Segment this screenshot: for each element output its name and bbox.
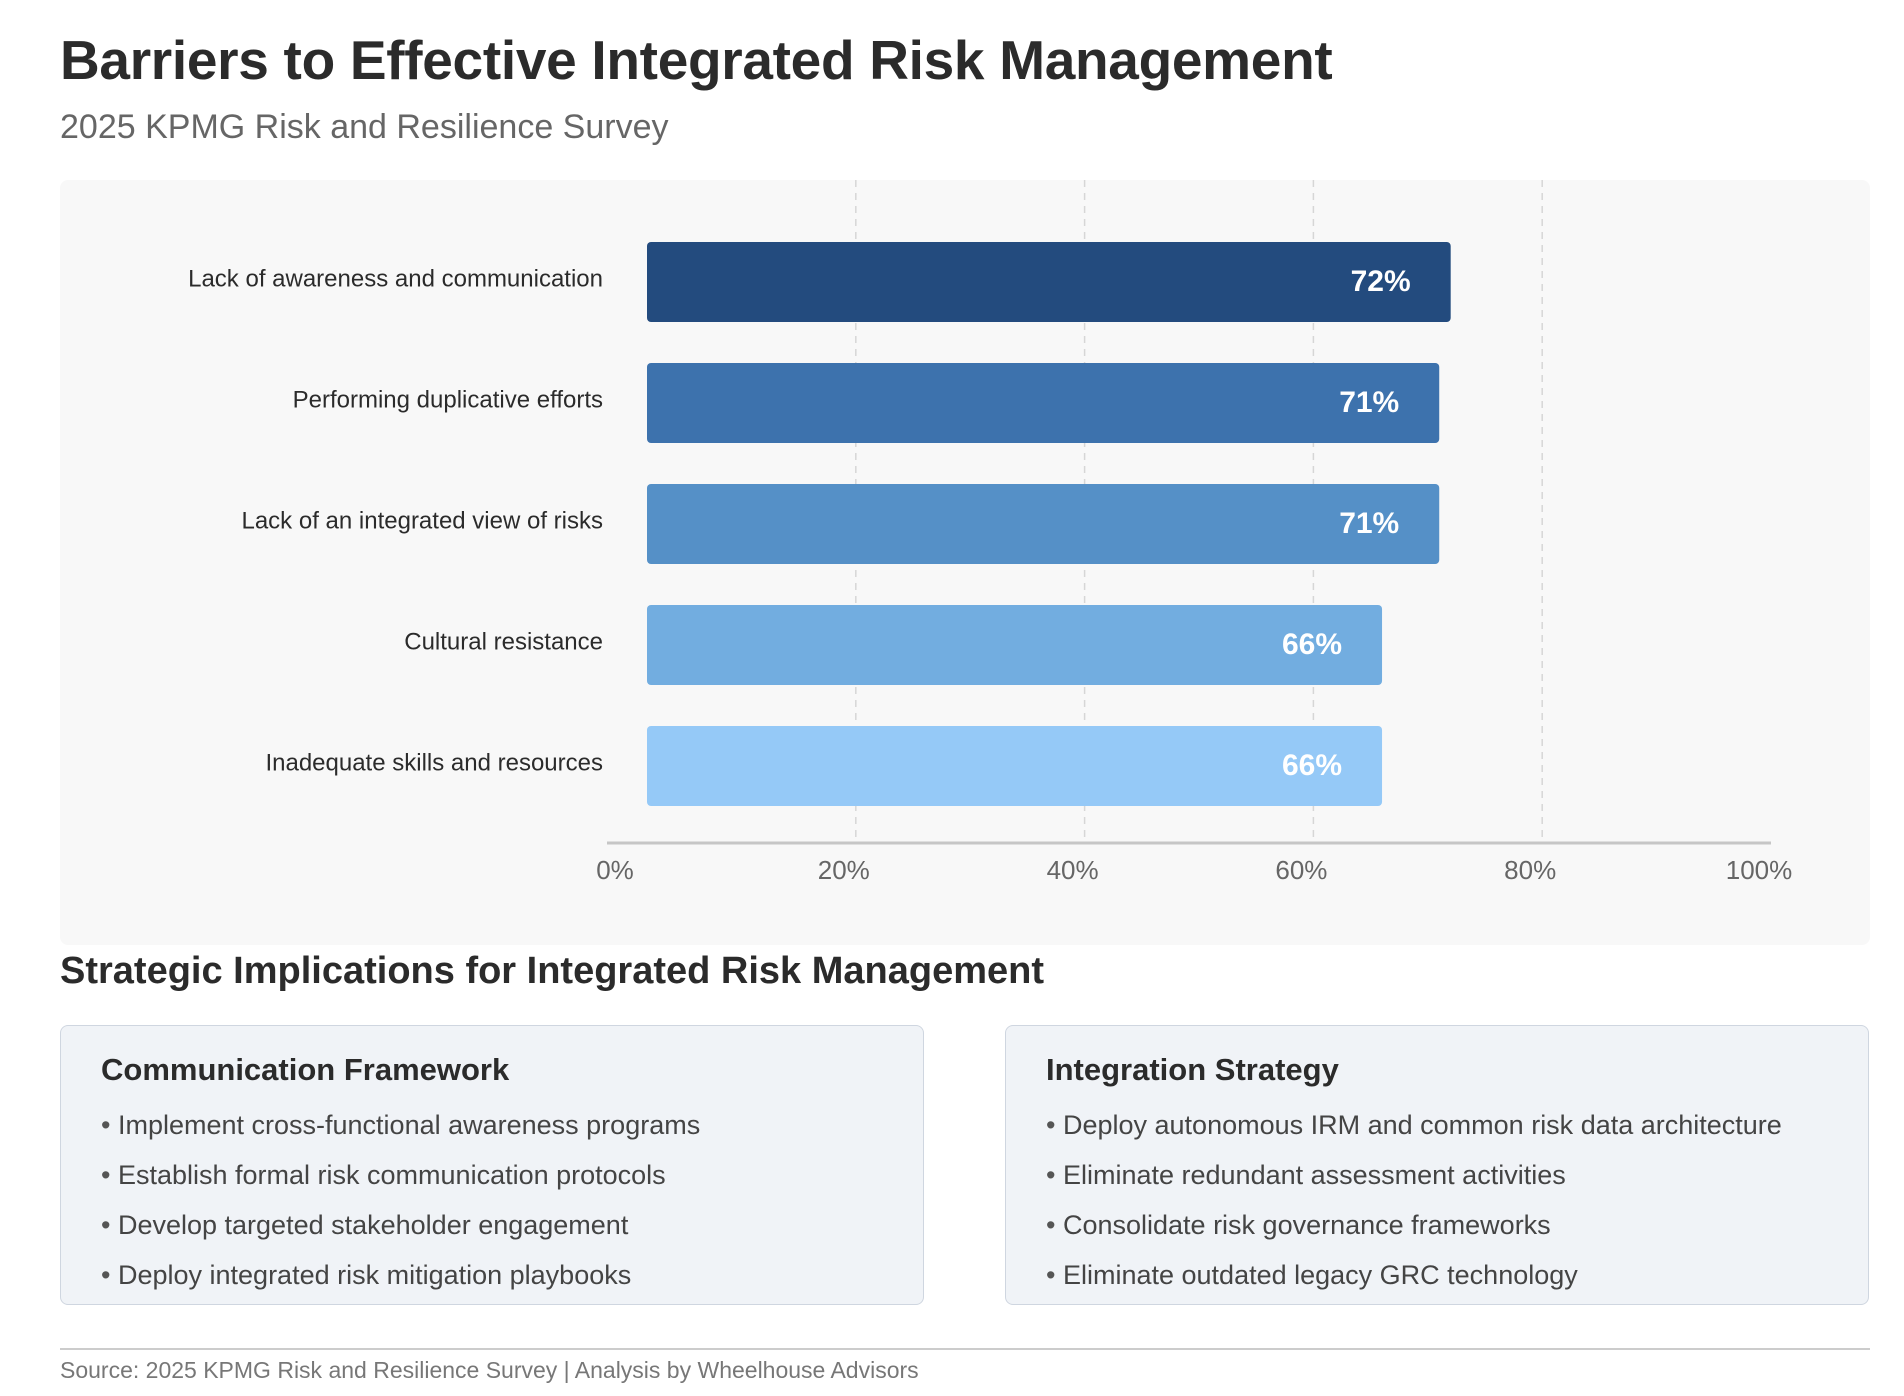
bar xyxy=(647,726,1383,806)
bar xyxy=(647,363,1440,443)
category-label: Cultural resistance xyxy=(404,628,603,655)
chart-panel: Lack of awareness and communication 72% Pe… xyxy=(60,180,1870,945)
category-label: Performing duplicative efforts xyxy=(293,386,603,413)
source-note: Source: 2025 KPMG Risk and Resilience Su… xyxy=(60,1357,919,1383)
page-subtitle: 2025 KPMG Risk and Resilience Survey xyxy=(60,108,669,146)
barriers-bar-chart: Lack of awareness and communication 72% Pe… xyxy=(188,180,1793,885)
data-label: 66% xyxy=(1282,749,1342,782)
data-label: 71% xyxy=(1339,507,1399,540)
list-item: Develop targeted stakeholder engagement xyxy=(101,1200,883,1250)
card-list: Deploy autonomous IRM and common risk da… xyxy=(1046,1100,1828,1300)
list-item: Eliminate redundant assessment activitie… xyxy=(1046,1150,1828,1200)
list-item: Eliminate outdated legacy GRC technology xyxy=(1046,1250,1828,1300)
card-title: Communication Framework xyxy=(101,1052,510,1087)
x-tick-label: 100% xyxy=(1726,855,1793,885)
implications-title: Strategic Implications for Integrated Ri… xyxy=(60,950,1044,992)
x-tick-label: 80% xyxy=(1504,855,1556,885)
category-label: Lack of awareness and communication xyxy=(188,265,603,292)
category-label: Lack of an integrated view of risks xyxy=(241,507,603,534)
list-item: Consolidate risk governance frameworks xyxy=(1046,1200,1828,1250)
data-label: 66% xyxy=(1282,628,1342,661)
communication-framework-card: Communication Framework Implement cross-… xyxy=(60,1025,924,1305)
bar xyxy=(647,605,1383,685)
x-tick-label: 20% xyxy=(818,855,870,885)
card-title: Integration Strategy xyxy=(1046,1052,1339,1087)
page-title: Barriers to Effective Integrated Risk Ma… xyxy=(60,29,1333,91)
footer-divider xyxy=(60,1348,1870,1350)
list-item: Implement cross-functional awareness pro… xyxy=(101,1100,883,1150)
bar xyxy=(647,242,1451,322)
list-item: Establish formal risk communication prot… xyxy=(101,1150,883,1200)
x-tick-label: 60% xyxy=(1275,855,1327,885)
bar xyxy=(647,484,1440,564)
x-tick-label: 0% xyxy=(596,855,634,885)
list-item: Deploy autonomous IRM and common risk da… xyxy=(1046,1100,1828,1150)
card-list: Implement cross-functional awareness pro… xyxy=(101,1100,883,1300)
data-label: 71% xyxy=(1339,386,1399,419)
x-tick-label: 40% xyxy=(1047,855,1099,885)
data-label: 72% xyxy=(1351,265,1411,298)
category-label: Inadequate skills and resources xyxy=(265,749,603,776)
list-item: Deploy integrated risk mitigation playbo… xyxy=(101,1250,883,1300)
integration-strategy-card: Integration Strategy Deploy autonomous I… xyxy=(1005,1025,1869,1305)
